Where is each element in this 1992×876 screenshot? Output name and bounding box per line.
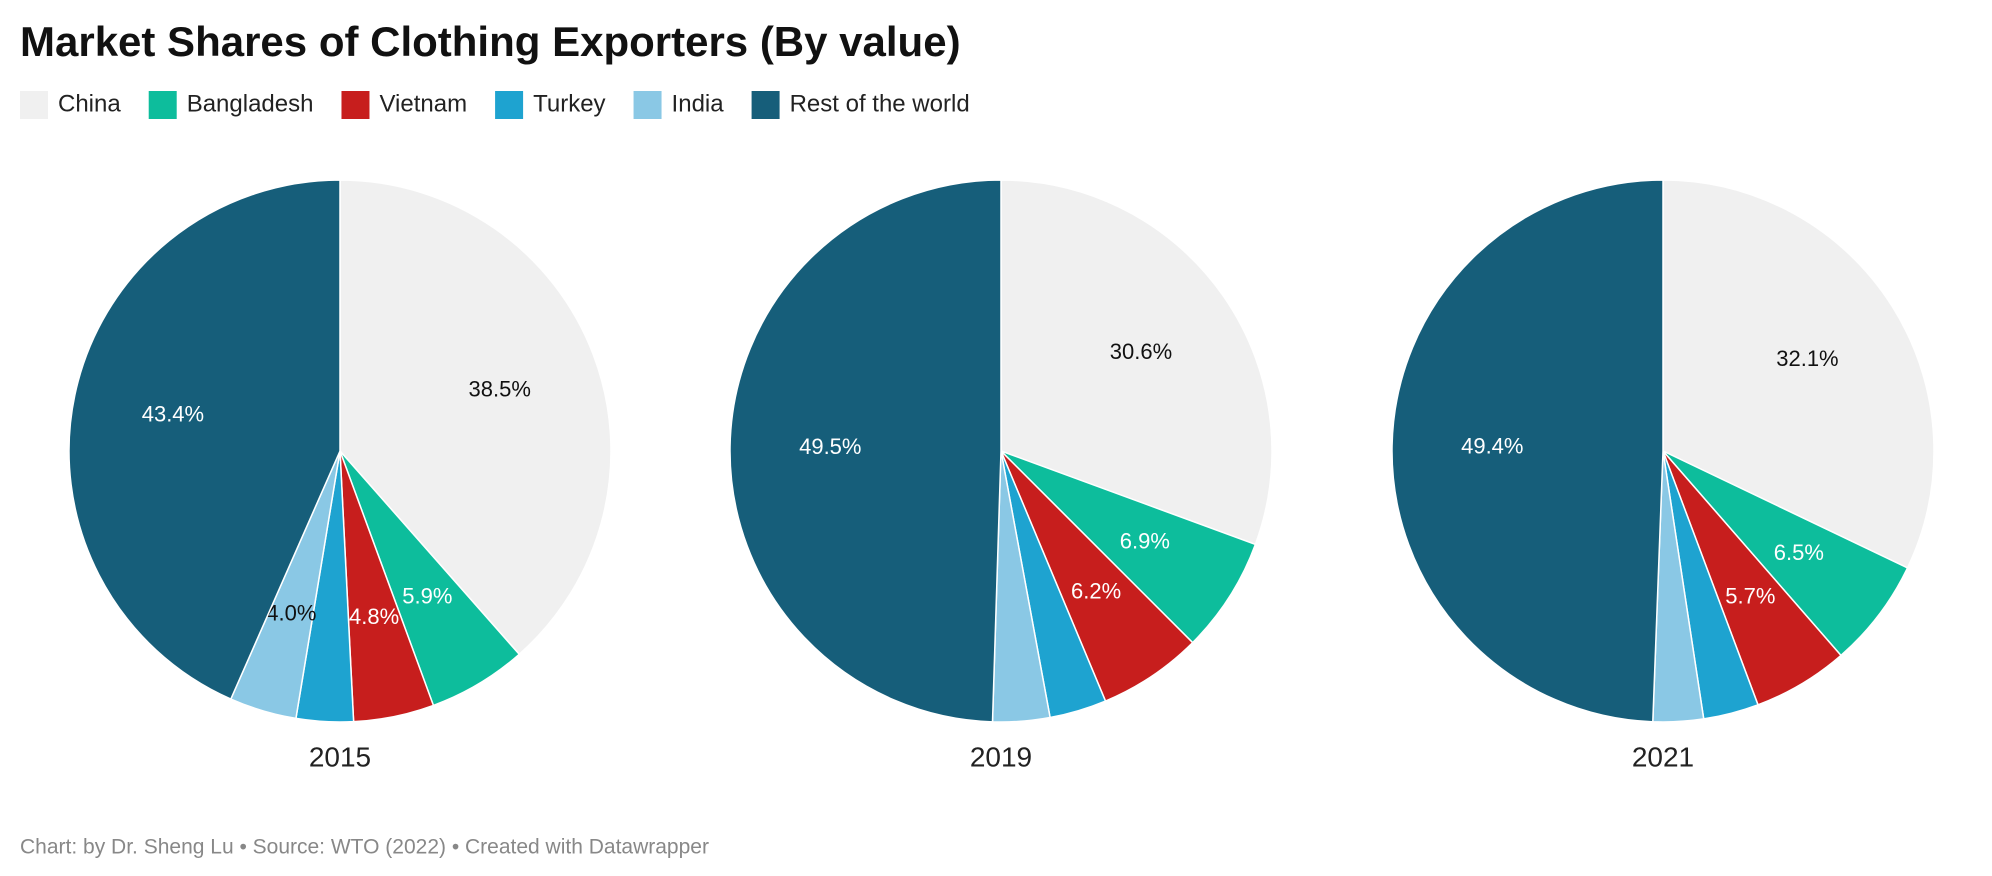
pie-slice	[1662, 450, 1909, 657]
value-label: 32.1%	[1776, 346, 1838, 371]
legend-label: Rest of the world	[790, 90, 970, 117]
value-label: 43.4%	[142, 402, 204, 427]
legend-swatch	[341, 91, 370, 119]
value-label: 6.2%	[1071, 579, 1121, 604]
pie-title: 2021	[1632, 741, 1694, 772]
legend-label: Vietnam	[379, 90, 467, 117]
value-label: 38.5%	[469, 376, 531, 401]
legend-swatch	[495, 91, 524, 119]
legend-label: India	[672, 90, 725, 117]
value-label: 6.9%	[1120, 529, 1170, 554]
pie-slice	[1391, 179, 1664, 723]
value-label: 5.9%	[402, 583, 452, 608]
value-label: 30.6%	[1110, 339, 1172, 364]
legend-label: China	[58, 90, 121, 117]
pie-slice	[1662, 179, 1935, 569]
legend-label: Bangladesh	[187, 90, 314, 117]
value-label: 4.0%	[266, 600, 316, 625]
legend-label: Turkey	[533, 90, 605, 117]
legend-swatch	[751, 91, 780, 119]
chart-title: Market Shares of Clothing Exporters (By …	[20, 18, 961, 65]
value-label: 6.5%	[1774, 540, 1824, 565]
legend-swatch	[633, 91, 662, 119]
pie-slice	[729, 179, 1002, 723]
pie-title: 2019	[970, 741, 1032, 772]
pie-slice	[68, 179, 341, 701]
legend-swatch	[20, 91, 48, 119]
pie-slice	[1000, 179, 1273, 546]
pie-slice	[339, 179, 612, 656]
source-note: Chart: by Dr. Sheng Lu • Source: WTO (20…	[20, 836, 709, 859]
value-label: 49.5%	[799, 434, 861, 459]
value-label: 5.7%	[1725, 583, 1775, 608]
value-label: 49.4%	[1461, 434, 1523, 459]
pie-slice	[1000, 450, 1257, 644]
legend-swatch	[148, 91, 177, 119]
pie-title: 2015	[309, 741, 371, 772]
value-label: 4.8%	[349, 604, 399, 629]
